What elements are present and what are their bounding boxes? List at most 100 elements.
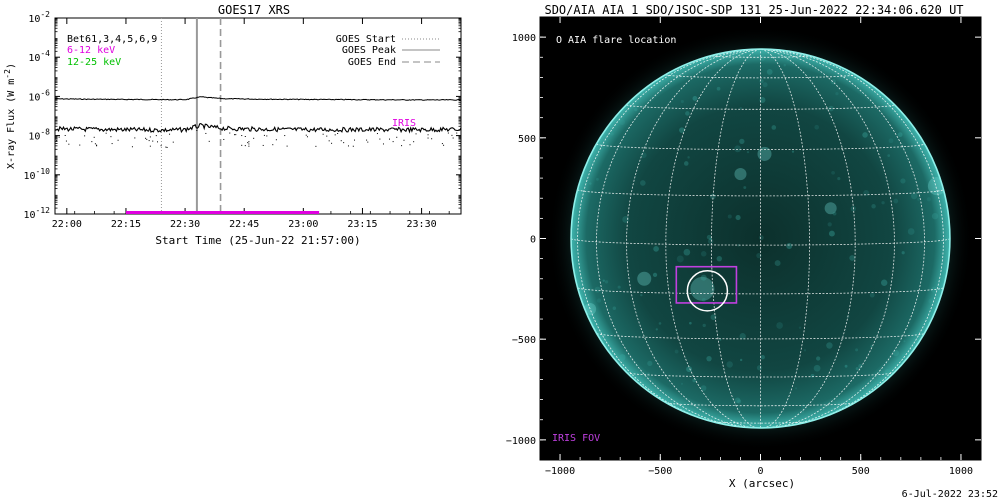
active-region-5 bbox=[824, 202, 837, 215]
disk-texture bbox=[746, 151, 750, 154]
goes-series-dropout bbox=[403, 139, 405, 141]
goes-series-dropout bbox=[272, 144, 274, 146]
aia-y-tick-label-3: 500 bbox=[518, 134, 536, 145]
disk-texture bbox=[622, 216, 630, 223]
disk-texture bbox=[610, 132, 614, 136]
goes-series-dropout bbox=[262, 144, 264, 146]
disk-texture bbox=[617, 285, 621, 289]
goes-series-dropout bbox=[253, 137, 255, 139]
goes-series-dropout bbox=[93, 136, 95, 138]
disk-texture bbox=[689, 321, 692, 325]
legend-goes-end: GOES End bbox=[348, 57, 396, 68]
goes-series-dropout bbox=[117, 139, 119, 141]
disk-texture bbox=[930, 286, 938, 293]
disk-texture bbox=[826, 342, 833, 349]
disk-texture bbox=[701, 297, 706, 302]
disk-texture bbox=[870, 345, 873, 348]
goes-series-dropout bbox=[305, 134, 307, 136]
goes-chart-title: GOES17 XRS bbox=[218, 3, 290, 17]
goes-series-dropout bbox=[451, 134, 453, 136]
longitude-line bbox=[711, 49, 761, 428]
goes-series-dropout bbox=[145, 137, 147, 139]
disk-texture bbox=[735, 215, 741, 221]
goes-series-dropout bbox=[340, 140, 342, 142]
disk-texture bbox=[888, 138, 894, 144]
iris-fov-label: IRIS FOV bbox=[552, 433, 600, 444]
goes-series-line-1 bbox=[54, 123, 462, 134]
goes-x-tick-label-5: 23:15 bbox=[347, 219, 377, 230]
disk-texture bbox=[685, 111, 690, 116]
disk-texture bbox=[602, 279, 605, 282]
disk-texture bbox=[832, 211, 837, 216]
disk-texture bbox=[758, 235, 764, 241]
aia-y-tick-label-2: 0 bbox=[530, 235, 536, 246]
goes-series-dropout bbox=[447, 132, 449, 134]
goes-event-lines bbox=[160, 18, 222, 214]
goes-series-dropout bbox=[415, 133, 417, 135]
goes-y-tick-label-0: 10-12 bbox=[24, 206, 51, 221]
disk-texture bbox=[801, 410, 805, 414]
goes-series-dropout bbox=[266, 135, 268, 137]
disk-texture bbox=[710, 314, 717, 321]
disk-texture bbox=[827, 222, 832, 227]
disk-texture bbox=[766, 69, 773, 75]
disk-texture bbox=[700, 385, 707, 391]
disk-texture bbox=[855, 348, 859, 352]
legend-goes-peak: GOES Peak bbox=[342, 45, 396, 56]
disk-texture bbox=[926, 197, 932, 202]
goes-series-dropout bbox=[148, 140, 150, 142]
disk-texture bbox=[676, 255, 684, 263]
goes-y-axis-label: X-ray Flux (W m-2) bbox=[3, 63, 17, 169]
goes-series-dropout bbox=[343, 142, 345, 144]
goes-series-dropout bbox=[352, 145, 354, 147]
disk-texture bbox=[686, 366, 693, 373]
goes-series-dropout bbox=[306, 136, 308, 138]
disk-texture bbox=[700, 274, 707, 281]
disk-texture bbox=[828, 230, 835, 237]
disk-texture bbox=[647, 372, 650, 375]
disk-texture bbox=[619, 119, 626, 126]
disk-texture bbox=[739, 333, 746, 340]
disk-texture bbox=[589, 182, 592, 185]
disk-texture bbox=[658, 322, 662, 325]
disk-texture bbox=[736, 399, 742, 404]
goes-x-tick-label-4: 23:00 bbox=[288, 219, 318, 230]
disk-texture bbox=[707, 238, 714, 245]
goes-series-dropout bbox=[248, 141, 250, 143]
disk-texture bbox=[837, 177, 841, 181]
disk-texture bbox=[727, 214, 732, 219]
disk-texture bbox=[683, 161, 689, 166]
disk-texture bbox=[734, 145, 742, 153]
goes-series-dropout bbox=[331, 142, 333, 144]
disk-texture bbox=[862, 132, 868, 138]
disk-texture bbox=[903, 340, 906, 343]
goes-series-dropout bbox=[366, 139, 368, 141]
goes-series-dropout bbox=[223, 138, 225, 140]
longitude-line bbox=[760, 49, 856, 428]
longitude-line bbox=[760, 49, 926, 428]
goes-series-dropout bbox=[172, 141, 174, 143]
disk-texture bbox=[810, 374, 815, 378]
goes-series-dropout bbox=[110, 136, 112, 138]
footer-timestamp: 6-Jul-2022 23:52 bbox=[902, 489, 998, 500]
disk-texture bbox=[680, 382, 684, 385]
aia-image-title: SDO/AIA AIA_1 SDO/JSOC-SDP 131 25-Jun-20… bbox=[544, 3, 963, 17]
disk-texture bbox=[844, 364, 848, 368]
goes-series-dropout bbox=[247, 142, 249, 144]
goes-series-dropout bbox=[263, 134, 265, 136]
disk-texture bbox=[901, 251, 905, 255]
disk-texture bbox=[776, 322, 783, 329]
disk-texture bbox=[706, 234, 712, 240]
legend-channel-1: 6-12 keV bbox=[67, 45, 115, 56]
disk-texture bbox=[594, 286, 601, 293]
goes-series-dropout bbox=[275, 139, 277, 141]
goes-y-tick-label-4: 10-4 bbox=[28, 49, 50, 64]
active-region-1 bbox=[757, 146, 772, 161]
goes-series-dropout bbox=[456, 132, 458, 134]
disk-texture bbox=[692, 96, 698, 101]
aia-y-tick-label-0: −1000 bbox=[506, 436, 536, 447]
disk-texture bbox=[739, 358, 743, 362]
goes-series-dropout bbox=[427, 134, 429, 136]
disk-texture bbox=[734, 397, 741, 404]
